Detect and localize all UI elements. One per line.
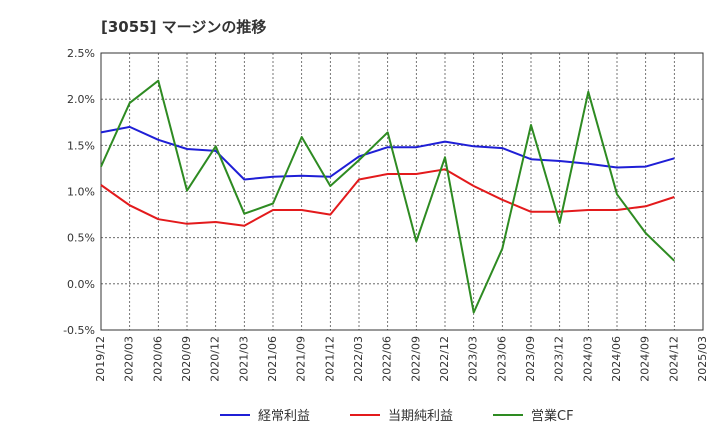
axes: 2.5% 2.0% 1.5% 1.0% 0.5% 0.0% -0.5%2019/12 2020… bbox=[63, 47, 709, 382]
chart-title: [3055] マージンの推移 bbox=[101, 18, 266, 36]
y-tick-label: 2.5% bbox=[67, 47, 95, 60]
x-tick-label: 2025/03 bbox=[696, 336, 709, 382]
y-tick-label: 1.5% bbox=[67, 139, 95, 152]
legend-label: 経常利益 bbox=[258, 409, 310, 424]
x-tick-label: 2021/09 bbox=[295, 336, 308, 382]
x-tick-label: 2023/12 bbox=[553, 336, 566, 382]
x-tick-label: 2020/09 bbox=[180, 336, 193, 382]
grid bbox=[101, 53, 703, 330]
legend: 経常利益 当期純利益 営業CF bbox=[220, 408, 574, 424]
legend-label: 営業CF bbox=[531, 408, 574, 424]
x-tick-label: 2023/03 bbox=[467, 336, 480, 382]
y-tick-label: 2.0% bbox=[67, 93, 95, 106]
x-tick-label: 2022/12 bbox=[438, 336, 451, 382]
y-tick-label: 1.0% bbox=[67, 186, 95, 199]
x-tick-label: 2024/06 bbox=[610, 336, 623, 382]
series-lines bbox=[100, 79, 675, 314]
series-line-1 bbox=[100, 125, 675, 181]
series-line-3 bbox=[100, 79, 675, 314]
x-tick-label: 2022/09 bbox=[409, 336, 422, 382]
x-tick-label: 2021/12 bbox=[323, 336, 336, 382]
x-tick-label: 2020/03 bbox=[123, 336, 136, 382]
y-tick-label: 0.5% bbox=[67, 232, 95, 245]
y-tick-label: 0.0% bbox=[67, 278, 95, 291]
x-tick-label: 2023/06 bbox=[495, 336, 508, 382]
x-tick-label: 2024/09 bbox=[639, 336, 652, 382]
series-line-2 bbox=[100, 168, 675, 227]
y-tick-label: -0.5% bbox=[63, 324, 95, 337]
x-tick-label: 2020/06 bbox=[151, 336, 164, 382]
legend-label: 当期純利益 bbox=[388, 409, 453, 424]
plot-frame bbox=[100, 52, 704, 331]
x-tick-label: 2024/12 bbox=[667, 336, 680, 382]
x-tick-label: 2021/06 bbox=[266, 336, 279, 382]
x-tick-label: 2022/06 bbox=[381, 336, 394, 382]
x-tick-label: 2021/03 bbox=[237, 336, 250, 382]
x-tick-label: 2019/12 bbox=[94, 336, 107, 382]
x-tick-label: 2024/03 bbox=[581, 336, 594, 382]
x-tick-label: 2023/09 bbox=[524, 336, 537, 382]
x-tick-label: 2020/12 bbox=[209, 336, 222, 382]
x-tick-label: 2022/03 bbox=[352, 336, 365, 382]
